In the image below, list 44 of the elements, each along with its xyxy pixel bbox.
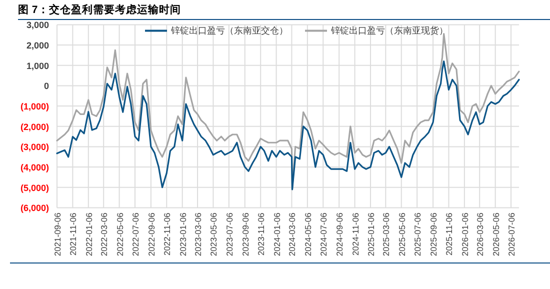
x-tick-label: 2024-01-06 [272, 212, 282, 256]
x-tick-label: 2022-09-06 [146, 212, 156, 256]
y-tick-label: 0 [44, 81, 49, 92]
y-tick-label: 3,000 [26, 20, 49, 30]
x-tick-label: 2025-03-06 [381, 212, 392, 256]
x-tick-label: 2024-11-06 [350, 212, 360, 256]
x-tick-label: 2025-09-06 [428, 212, 439, 256]
x-tick-label: 2024-03-06 [287, 212, 298, 256]
x-tick-label: 2023-11-06 [256, 212, 266, 256]
x-tick-label: 2024-09-06 [334, 212, 345, 256]
x-tick-label: 2025-05-06 [396, 212, 407, 256]
x-tick-label: 2023-03-06 [193, 212, 204, 256]
x-tick-label: 2022-03-06 [99, 212, 110, 256]
x-tick-label: 2025-07-06 [412, 212, 423, 256]
x-tick-label: 2023-09-06 [240, 212, 250, 256]
x-tick-label: 2021-09-06 [52, 212, 62, 256]
x-tick-label: 2022-11-06 [162, 212, 172, 256]
x-tick-label: 2023-05-06 [208, 212, 219, 256]
legend-label: 锌锭出口盈亏（东南亚现货） [330, 26, 448, 36]
x-tick-label: 2022-07-06 [130, 212, 140, 256]
x-tick-label: 2023-01-06 [178, 212, 188, 256]
line-series [56, 60, 520, 190]
y-tick-label: (6,000) [20, 203, 49, 214]
x-tick-label: 2022-05-06 [114, 212, 125, 256]
x-tick-label: 2026-01-06 [460, 212, 470, 256]
y-tick-label: (2,000) [20, 122, 49, 132]
x-tick-label: 2026-05-06 [490, 212, 501, 256]
y-tick-label: (3,000) [20, 142, 49, 152]
x-tick-label: 2022-01-06 [84, 212, 94, 256]
legend-label: 锌锭出口盈亏（东南亚交仓） [170, 26, 288, 36]
x-tick-label: 2026-03-06 [475, 212, 486, 256]
x-tick-label: 2025-01-06 [366, 212, 376, 256]
x-tick-label: 2024-07-06 [318, 212, 329, 256]
y-tick-label: 1,000 [26, 60, 49, 71]
x-tick-label: 2023-07-06 [224, 212, 234, 256]
x-tick-label: 2024-05-06 [302, 212, 313, 256]
y-tick-label: (1,000) [20, 102, 49, 112]
x-tick-label: 2026-07-06 [506, 212, 517, 256]
x-tick-label: 2025-11-06 [444, 212, 454, 256]
y-tick-label: 2,000 [26, 40, 49, 51]
chart-title: 图 7：交仓盈利需要考虑运输时间 [18, 3, 181, 16]
y-tick-label: (4,000) [20, 162, 49, 173]
y-tick-label: (5,000) [20, 182, 49, 193]
x-tick-label: 2021-11-06 [68, 212, 78, 256]
